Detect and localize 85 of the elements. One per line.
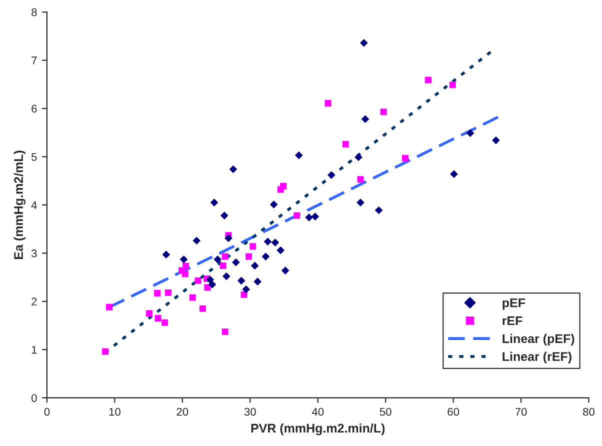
point — [246, 253, 252, 260]
y-axis-title: Ea (mmHg.m2/mL) — [14, 150, 26, 259]
point — [357, 176, 364, 183]
point — [449, 82, 456, 88]
point — [210, 198, 218, 206]
point — [280, 182, 287, 190]
point — [164, 289, 172, 296]
point — [466, 129, 474, 138]
y-tick-label: 7 — [32, 56, 37, 64]
point — [311, 212, 320, 220]
point — [250, 262, 259, 270]
y-tick-label: 0 — [31, 394, 37, 402]
point — [182, 270, 188, 278]
x-tick-label: 0 — [44, 408, 50, 416]
point — [162, 250, 170, 259]
x-tick-label: 40 — [312, 408, 324, 416]
point — [194, 277, 202, 284]
point — [199, 305, 206, 312]
point — [262, 252, 270, 260]
point — [281, 266, 290, 274]
point — [237, 276, 246, 285]
point — [208, 280, 216, 288]
point — [354, 153, 362, 162]
point — [324, 100, 332, 106]
point — [294, 212, 300, 219]
legend-label: rEF — [502, 316, 522, 326]
point — [305, 214, 313, 222]
point — [450, 170, 458, 178]
x-tick-label: 20 — [176, 408, 188, 416]
legend-label: Linear (rEF) — [502, 352, 572, 364]
point — [220, 212, 228, 220]
x-axis-title: PVR (mmHg.m2.min/L) — [251, 423, 385, 436]
legend-label: pEF — [502, 298, 526, 310]
point — [242, 285, 250, 294]
point — [106, 304, 113, 310]
point — [232, 258, 240, 266]
y-tick-label: 2 — [32, 298, 37, 306]
y-tick-label: 8 — [32, 8, 37, 16]
point — [250, 243, 256, 250]
point — [424, 76, 432, 84]
point — [146, 310, 152, 317]
point — [374, 206, 383, 214]
point — [327, 171, 336, 179]
point — [102, 348, 108, 355]
point — [294, 151, 303, 160]
point — [361, 115, 370, 124]
point — [222, 272, 230, 280]
point — [162, 319, 168, 326]
point — [276, 246, 285, 254]
point — [360, 38, 368, 47]
point — [271, 238, 280, 246]
point — [356, 198, 364, 206]
point — [214, 256, 222, 264]
point — [154, 290, 161, 296]
point — [222, 253, 228, 260]
y-tick-label: 1 — [32, 346, 37, 354]
point — [154, 315, 162, 322]
x-tick-label: 50 — [380, 408, 392, 416]
x-tick-label: 30 — [244, 408, 256, 416]
point — [189, 294, 196, 301]
y-tick-label: 5 — [32, 153, 37, 161]
y-tick-label: 4 — [31, 201, 37, 209]
point — [222, 328, 228, 336]
point — [229, 165, 238, 174]
point — [204, 284, 211, 291]
x-tick-label: 60 — [448, 408, 460, 416]
x-tick-label: 10 — [109, 408, 120, 416]
point — [224, 234, 232, 242]
point — [264, 238, 272, 246]
point — [380, 108, 387, 116]
point — [254, 278, 262, 286]
point — [192, 236, 201, 245]
point — [180, 256, 188, 264]
x-tick-label: 70 — [515, 408, 527, 416]
y-tick-label: 6 — [32, 104, 37, 113]
legend-label: Linear (pEF) — [502, 334, 574, 346]
y-tick-label: 3 — [31, 249, 37, 258]
point — [182, 262, 190, 270]
point — [342, 140, 349, 148]
x-tick-label: 80 — [583, 408, 594, 416]
point — [402, 154, 408, 162]
point — [240, 291, 248, 298]
point — [492, 136, 500, 144]
point — [220, 262, 226, 269]
point — [270, 200, 278, 208]
